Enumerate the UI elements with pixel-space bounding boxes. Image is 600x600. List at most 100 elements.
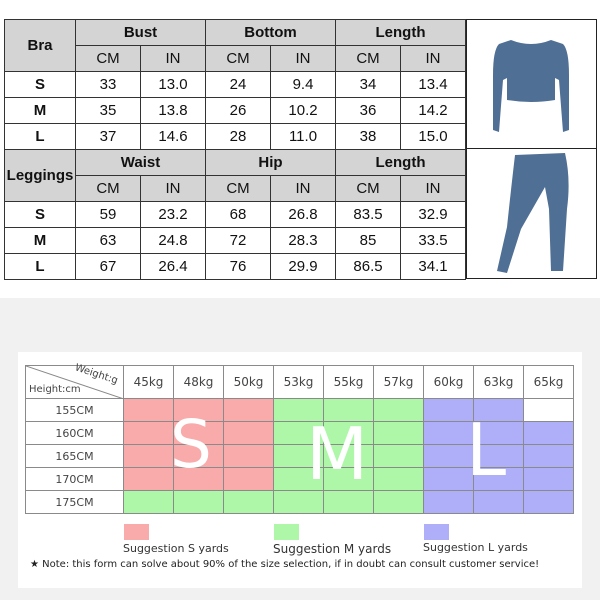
unit-header: IN: [400, 175, 466, 202]
weight-header: 60kg: [423, 365, 474, 399]
size-cell-l: [523, 467, 574, 491]
measurement-cell: 28: [205, 123, 271, 150]
chart-row: 175CM: [25, 490, 574, 514]
measurement-cell: 76: [205, 253, 271, 280]
measurement-cell: 33: [75, 71, 141, 98]
measurement-cell: 35: [75, 97, 141, 124]
legend-label-l: Suggestion L yards: [423, 541, 528, 554]
unit-header: IN: [270, 45, 336, 72]
size-cell-l: [473, 490, 524, 514]
size-cell-m: [223, 490, 274, 514]
bra-unit-row: CM IN CM IN CM IN: [5, 45, 466, 72]
size-cell-s: [223, 421, 274, 445]
height-label: 155CM: [25, 398, 124, 422]
size-label: L: [4, 123, 76, 150]
unit-header: IN: [400, 45, 466, 72]
measurement-cell: 15.0: [400, 123, 466, 150]
size-cell-m: [173, 490, 224, 514]
legend-swatch-l: [424, 524, 449, 540]
size-cell-s: [223, 398, 274, 422]
measurement-cell: 13.4: [400, 71, 466, 98]
table-row: S 59 23.2 68 26.8 83.5 32.9: [4, 201, 466, 228]
axis-corner-cell: Weight:g Height:cm: [25, 362, 124, 399]
size-cell-s: [173, 421, 224, 445]
measurement-cell: 37: [75, 123, 141, 150]
measurement-cell: 24.8: [140, 227, 206, 254]
size-cell-m: [273, 398, 324, 422]
measurement-cell: 33.5: [400, 227, 466, 254]
size-cell-l: [523, 421, 574, 445]
unit-header: CM: [335, 45, 401, 72]
bra-group-header-row: Bra Bust Bottom Length: [4, 19, 466, 72]
size-cell-m: [323, 490, 374, 514]
unit-header: CM: [205, 175, 271, 202]
unit-header: IN: [270, 175, 336, 202]
height-label: 170CM: [25, 467, 124, 491]
height-weight-size-chart: Weight:g Height:cm 45kg 48kg 50kg 53kg 55kg 57k…: [25, 362, 574, 514]
measurement-cell: 26.4: [140, 253, 206, 280]
size-cell-m: [323, 421, 374, 445]
size-cell-m: [123, 490, 174, 514]
weight-header: 53kg: [273, 365, 324, 399]
height-label: 160CM: [25, 421, 124, 445]
size-label: L: [4, 253, 76, 280]
chart-row: 160CM: [25, 421, 574, 445]
size-cell-l: [423, 490, 474, 514]
size-cell-l: [423, 444, 474, 468]
measurement-cell: 68: [205, 201, 271, 228]
size-cell-m: [373, 467, 424, 491]
unit-header: CM: [205, 45, 271, 72]
measurement-cell: 9.4: [270, 71, 336, 98]
measurement-cell: 67: [75, 253, 141, 280]
size-note: ★ Note: this form can solve about 90% of…: [30, 559, 540, 570]
size-cell-m: [373, 490, 424, 514]
size-label: S: [4, 201, 76, 228]
measurement-cell: 24: [205, 71, 271, 98]
weight-header: 63kg: [473, 365, 524, 399]
table-row: L 67 26.4 76 29.9 86.5 34.1: [4, 253, 466, 280]
size-cell-s: [123, 444, 174, 468]
measurement-cell: 13.8: [140, 97, 206, 124]
size-cell-l: [473, 421, 524, 445]
weight-header: 57kg: [373, 365, 424, 399]
size-cell-l: [423, 398, 474, 422]
table-row: M 63 24.8 72 28.3 85 33.5: [4, 227, 466, 254]
size-cell-l: [423, 421, 474, 445]
size-cell-m: [273, 467, 324, 491]
size-cell-s: [173, 444, 224, 468]
measurement-cell: 59: [75, 201, 141, 228]
measurement-cell: 29.9: [270, 253, 336, 280]
size-cell-l: [473, 398, 524, 422]
size-cell-s: [123, 467, 174, 491]
size-cell-m: [373, 444, 424, 468]
group-header: Length: [335, 149, 466, 176]
unit-header: CM: [75, 175, 141, 202]
height-axis-label: Height:cm: [29, 384, 81, 395]
size-cell-l: [523, 444, 574, 468]
size-cell-l: [523, 490, 574, 514]
size-cell-m: [323, 444, 374, 468]
size-cell-m: [273, 490, 324, 514]
weight-header: 50kg: [223, 365, 274, 399]
unit-header: CM: [335, 175, 401, 202]
table-row: M 35 13.8 26 10.2 36 14.2: [4, 97, 466, 124]
weight-header: 48kg: [173, 365, 224, 399]
measurement-cell: 13.0: [140, 71, 206, 98]
group-header: Bottom: [205, 19, 336, 46]
size-measurement-table: Bra Bust Bottom Length CM IN CM IN CM IN S 33 13.0 24…: [4, 19, 466, 280]
size-label: M: [4, 97, 76, 124]
group-header: Waist: [75, 149, 206, 176]
measurement-cell: 36: [335, 97, 401, 124]
measurement-cell: 32.9: [400, 201, 466, 228]
legend-label-m: Suggestion M yards: [273, 542, 392, 556]
measurement-cell: 86.5: [335, 253, 401, 280]
height-label: 165CM: [25, 444, 124, 468]
size-cell-s: [173, 398, 224, 422]
measurement-cell: 23.2: [140, 201, 206, 228]
size-cell-m: [373, 398, 424, 422]
size-cell-s: [123, 421, 174, 445]
size-cell-s: [123, 398, 174, 422]
leggings-icon: [497, 153, 569, 273]
bra-product-image: [466, 19, 597, 149]
size-cell-m: [323, 398, 374, 422]
